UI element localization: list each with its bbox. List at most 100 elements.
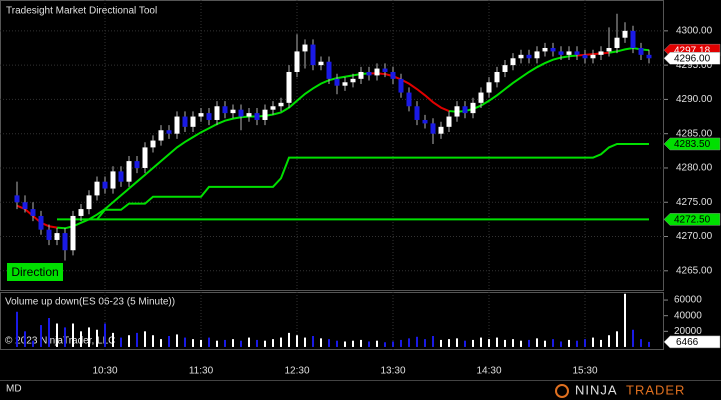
candle-body [494,71,500,83]
volume-bar [88,327,90,347]
volume-bar [312,336,314,347]
volume-bar [552,339,554,347]
indicator-line [96,142,649,221]
candle-body [414,106,420,120]
volume-bar [240,340,242,347]
volume-bar [184,337,186,347]
volume-bar [632,329,634,347]
volume-bar [648,341,650,347]
candle-body [30,209,36,216]
candle-body [310,44,316,66]
candle-body [166,130,172,134]
volume-bar [288,332,290,347]
candle-body [446,116,452,127]
volume-bar [368,341,370,347]
logo-icon [555,384,569,398]
volume-bar [544,340,546,347]
volume-bar [16,311,18,347]
volume-bar [336,340,338,347]
volume-bar [48,318,50,347]
volume-bar [160,339,162,347]
price-panel [0,0,664,291]
candle-body [246,113,252,117]
candle-body [142,147,148,168]
candle-body [198,113,204,117]
price-marker [663,137,721,151]
candle-body [14,195,20,203]
candle-body [614,37,620,48]
volume-bar [384,342,386,347]
y-tick-label: 4300.00 [676,25,713,36]
candle-body [126,161,132,182]
candle-body [294,51,300,72]
y-tick-label: 4295.00 [676,60,713,71]
value-marker [663,335,721,349]
volume-bar [616,331,618,347]
y-tick-label: 4285.00 [676,128,713,139]
candle-body [206,113,212,120]
candle-body [430,123,436,134]
volume-bar [432,336,434,347]
volume-bar [504,339,506,347]
volume-bar [32,340,34,347]
volume-bar [608,335,610,347]
candle-body [110,171,116,189]
volume-bar [256,339,258,347]
volume-bar [584,339,586,347]
candle-body [158,130,164,141]
volume-bar [496,337,498,347]
candle-body [22,202,28,210]
volume-bar [528,339,530,347]
price-marker [663,52,721,65]
volume-bar [168,336,170,347]
volume-bar [624,293,626,347]
candle-body [334,78,340,86]
volume-bar [520,340,522,347]
x-tick-label: 15:30 [572,366,597,377]
candle-body [350,78,356,83]
x-tick-label: 10:30 [92,366,117,377]
candle-body [606,47,612,52]
price-marker [663,213,721,226]
candle-body [46,229,52,240]
volume-bar [216,340,218,347]
candle-body [526,54,532,59]
volume-bar [640,339,642,347]
volume-bar [320,338,322,347]
candle-body [102,181,108,189]
volume-bar [128,335,130,347]
volume-bar [480,337,482,347]
volume-bar [352,340,354,347]
y-tick-label: 4290.00 [676,94,713,105]
badge [7,263,63,281]
candle-body [598,51,604,55]
volume-bar [280,337,282,347]
candle-body [486,82,492,93]
candle-body [510,58,516,66]
candle-body [62,233,68,251]
volume-bar [200,339,202,347]
y-tick-label: 60000 [674,295,702,306]
candle-body [342,82,348,86]
candle-body [406,92,412,107]
volume-bar [472,339,474,347]
price-marker-label: 4296.00 [674,53,711,64]
volume-bar [600,339,602,347]
candle-body [630,30,636,48]
candle-body [582,54,588,59]
volume-bar [568,339,570,347]
x-tick-label: 14:30 [476,366,501,377]
candle-body [94,181,100,196]
candle-body [270,106,276,110]
chart-title: Tradesight Market Directional Tool [6,6,157,17]
volume-bar [296,335,298,347]
brand-a: NINJA [575,382,618,397]
candle-body [502,65,508,72]
candle-body [358,71,364,79]
candle-body [222,106,228,114]
candle-body [54,233,60,240]
volume-bar [376,340,378,347]
candle-body [518,54,524,59]
